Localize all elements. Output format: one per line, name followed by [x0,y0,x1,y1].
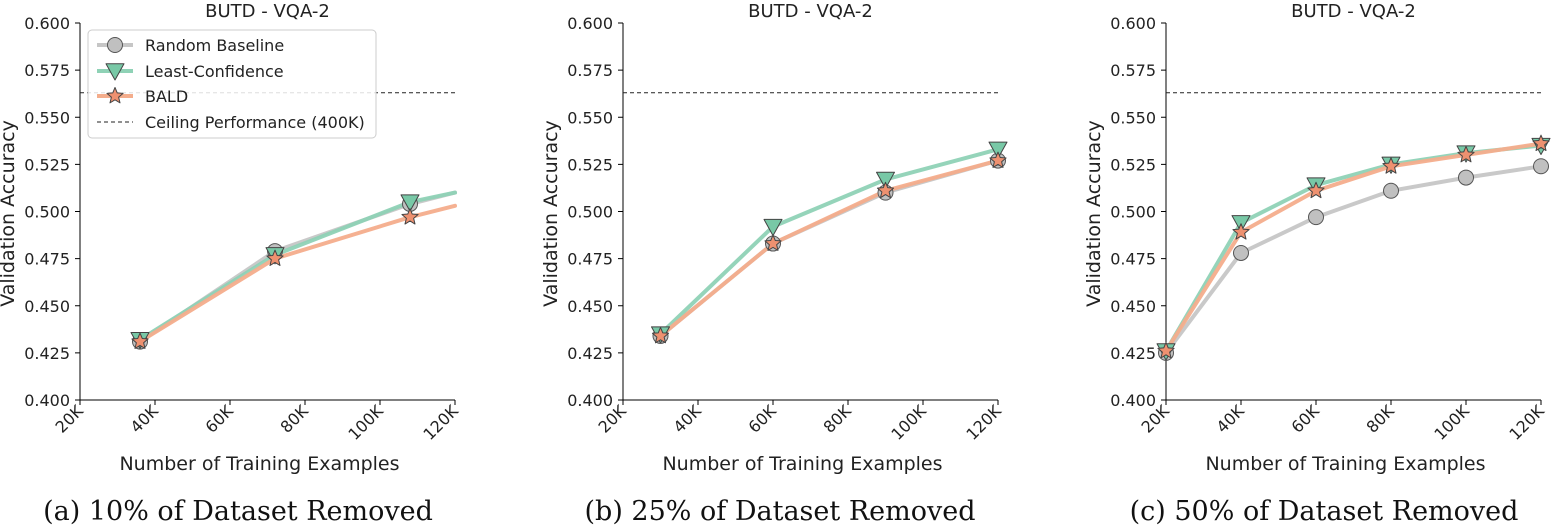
y-tick-label: 0.475 [567,250,613,269]
y-tick-label: 0.575 [24,61,70,80]
x-tick-label: 100K [887,401,930,444]
y-tick-label: 0.600 [1110,14,1156,33]
series-line-least-confidence [138,190,457,342]
y-tick-label: 0.575 [567,61,613,80]
y-tick-label: 0.500 [24,203,70,222]
y-tick-label: 0.475 [24,250,70,269]
y-axis-label: Validation Accuracy [1083,120,1105,307]
y-tick-label: 0.425 [1110,344,1156,363]
legend-box [87,29,377,139]
data-point-bald [1232,223,1250,240]
y-tick-label: 0.600 [24,14,70,33]
data-point-bald [401,208,419,225]
data-point-bald [764,234,782,251]
y-tick-label: 0.475 [1110,250,1156,269]
data-point-bald [1382,157,1400,174]
data-point-bald [989,151,1007,168]
data-point-random [1383,182,1399,199]
chart-panel-2: BUTD - VQA-2 0.400 0.425 0.450 0.475 0.500 0.5… [540,1,1008,475]
data-point-bald [651,326,670,344]
y-tick-label: 0.550 [567,108,613,127]
y-tick-label: 0.525 [1110,155,1156,174]
series-line-least-confidence [658,147,1000,336]
y-tick-label: 0.525 [567,155,613,174]
y-tick-label: 0.500 [1110,203,1156,222]
x-axis-label: Number of Training Examples [119,453,399,475]
data-point-bald [131,332,149,349]
y-tick-label: 0.575 [1110,61,1156,80]
y-tick-label: 0.525 [24,155,70,174]
chart-panel-1: BUTD - VQA-2 0.400 0.425 0.450 0.475 0.500 0.5… [0,1,462,475]
series-line-bald [138,203,457,344]
series-line-random [1164,164,1543,355]
data-point-least-confidence [763,218,783,237]
x-tick-label: 120K [1505,401,1548,444]
legend-label: Random Baseline [145,36,284,55]
y-axis-label: Validation Accuracy [540,120,562,307]
chart-title: BUTD - VQA-2 [748,1,873,22]
y-tick-label: 0.400 [24,391,70,410]
x-tick-label: 100K [1430,401,1473,444]
series-line-bald [1164,141,1543,353]
y-tick-label: 0.450 [1110,297,1156,316]
y-axis-label: Validation Accuracy [0,120,19,307]
x-tick-label: 100K [344,401,387,444]
y-tick-label: 0.600 [567,14,613,33]
legend: Random Baseline Least-Confidence BALD Ceili… [87,29,377,139]
data-point-random [1458,169,1474,186]
series-line-bald [658,158,1000,338]
data-point-random [1308,209,1324,226]
y-tick-label: 0.550 [1110,108,1156,127]
x-tick-label: 40K [670,401,706,437]
legend-label: Least-Confidence [145,62,284,81]
x-tick-label: 120K [962,401,1005,444]
x-tick-label: 80K [1363,401,1399,437]
x-axis-label: Number of Training Examples [662,453,942,475]
data-point-bald [876,181,895,199]
legend-marker-bald [106,87,124,104]
y-tick-label: 0.400 [1110,391,1156,410]
caption-b: (b) 25% of Dataset Removed [584,496,976,527]
caption-a: (a) 10% of Dataset Removed [43,496,433,527]
x-axis-label: Number of Training Examples [1205,453,1485,475]
x-tick-label: 60K [1288,401,1324,437]
chart-title: BUTD - VQA-2 [1291,1,1416,22]
y-tick-label: 0.550 [24,108,70,127]
legend-label: Ceiling Performance (400K) [145,113,365,132]
x-tick-label: 60K [202,401,238,437]
caption-c: (c) 50% of Dataset Removed [1129,496,1519,527]
x-tick-label: 40K [1213,401,1249,437]
x-tick-label: 60K [745,401,781,437]
legend-marker-least-confidence [105,63,125,81]
y-tick-label: 0.500 [567,203,613,222]
x-tick-label: 120K [419,401,462,444]
data-point-least-confidence [400,194,420,212]
y-tick-label: 0.450 [567,297,613,316]
y-tick-label: 0.425 [567,344,613,363]
legend-label: BALD [145,87,188,106]
chart-title: BUTD - VQA-2 [205,1,330,22]
chart-panel-3: BUTD - VQA-2 0.400 0.425 0.450 0.475 0.500 0.5… [1083,1,1551,475]
data-point-bald [1457,145,1475,163]
data-point-bald [266,249,284,266]
legend-marker-random [107,37,123,53]
data-point-random [1533,158,1549,175]
data-point-least-confidence [988,141,1008,159]
y-tick-label: 0.450 [24,297,70,316]
data-point-bald [1532,134,1550,152]
x-tick-label: 80K [277,401,313,437]
data-point-bald [1307,181,1325,199]
series-line-random [658,158,1000,338]
data-point-least-confidence [876,171,895,189]
x-tick-label: 40K [127,401,163,437]
y-tick-label: 0.400 [567,391,613,410]
y-tick-label: 0.425 [24,344,70,363]
x-tick-label: 80K [820,401,856,437]
data-point-bald [1157,341,1175,359]
data-point-random [1233,244,1249,261]
